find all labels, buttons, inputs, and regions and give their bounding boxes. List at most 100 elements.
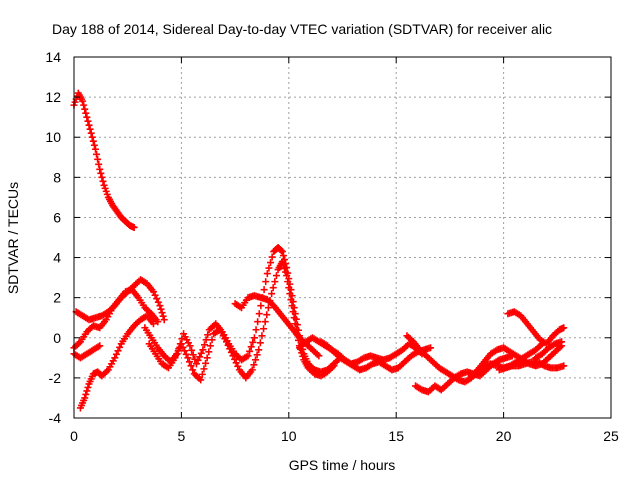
data-point	[286, 290, 294, 298]
y-axis-label: SDTVAR / TECUs	[5, 182, 21, 294]
x-tick-label: 25	[603, 428, 619, 444]
data-point	[281, 265, 289, 273]
y-tick-label: 10	[45, 129, 61, 145]
data-point	[116, 343, 124, 351]
data-point	[315, 352, 323, 360]
series-track-16	[532, 338, 566, 362]
data-point	[85, 121, 93, 129]
data-point	[191, 355, 199, 363]
data-point	[114, 347, 122, 355]
data-point	[184, 354, 192, 362]
series-track-7	[145, 258, 338, 384]
data-point	[200, 341, 208, 349]
data-point	[283, 272, 291, 280]
data-point	[232, 359, 240, 367]
data-point	[99, 177, 107, 185]
data-point	[157, 305, 165, 313]
data-point	[253, 351, 261, 359]
data-point	[265, 264, 273, 272]
data-point	[189, 366, 197, 374]
data-point	[174, 347, 182, 355]
series-track-10	[317, 338, 435, 374]
data-point	[268, 253, 276, 261]
data-point	[262, 278, 270, 286]
data-point	[86, 125, 94, 133]
data-point	[202, 359, 210, 367]
data-point	[249, 338, 257, 346]
data-point	[200, 365, 208, 373]
data-point	[248, 366, 256, 374]
series-track-6	[141, 244, 344, 376]
data-point	[282, 268, 290, 276]
axis-ticks: 0 5 10 15 20 25 -4 -2 0 2 4 6 8 10 12 14	[45, 49, 619, 444]
data-point	[194, 356, 202, 364]
data-point	[247, 343, 255, 351]
data-point	[299, 352, 307, 360]
data-point	[250, 334, 258, 342]
data-point	[279, 261, 287, 269]
data-point	[81, 394, 89, 402]
data-point	[234, 362, 242, 370]
data-point	[197, 376, 205, 384]
data-point	[254, 318, 262, 326]
data-point	[84, 383, 92, 391]
data-point	[287, 296, 295, 304]
y-tick-label: 4	[53, 250, 61, 266]
data-point	[257, 302, 265, 310]
data-point	[91, 145, 99, 153]
data-point	[97, 169, 105, 177]
data-point	[260, 286, 268, 294]
data-point	[229, 352, 237, 360]
data-point	[188, 346, 196, 354]
chart-title: Day 188 of 2014, Sidereal Day-to-day VTE…	[52, 21, 552, 37]
data-point	[80, 101, 88, 109]
data-point	[288, 302, 296, 310]
data-point	[284, 278, 292, 286]
x-tick-label: 10	[281, 428, 297, 444]
series-track-8	[231, 292, 323, 360]
data-point	[263, 270, 271, 278]
data-point	[94, 155, 102, 163]
series-track-14	[504, 308, 568, 348]
data-point	[181, 347, 189, 355]
data-point	[290, 314, 298, 322]
data-point	[227, 348, 235, 356]
data-point	[90, 141, 98, 149]
data-point	[177, 340, 185, 348]
data-point	[83, 387, 91, 395]
data-point	[187, 362, 195, 370]
data-point	[255, 310, 263, 318]
data-point	[79, 97, 87, 105]
data-point	[189, 351, 197, 359]
data-point	[171, 354, 179, 362]
data-point	[289, 308, 297, 316]
data-point	[88, 133, 96, 141]
data-point	[185, 358, 193, 366]
data-point	[182, 350, 190, 358]
data-point	[96, 165, 104, 173]
data-point	[156, 302, 164, 310]
data-point	[223, 338, 231, 346]
data-point	[153, 295, 161, 303]
series-track-3	[70, 286, 162, 352]
data-point	[149, 320, 157, 328]
data-point	[263, 311, 271, 319]
data-point	[197, 349, 205, 357]
data-point	[98, 173, 106, 181]
data-point	[250, 361, 258, 369]
data-point	[149, 288, 157, 296]
data-point	[252, 356, 260, 364]
data-point	[231, 355, 239, 363]
data-point	[130, 223, 138, 231]
y-tick-label: 14	[45, 49, 61, 65]
data-point	[255, 346, 263, 354]
y-tick-label: 2	[53, 290, 61, 306]
data-point	[261, 318, 269, 326]
data-point	[285, 284, 293, 292]
data-point	[82, 109, 90, 117]
data-point	[198, 370, 206, 378]
y-tick-label: 0	[53, 330, 61, 346]
series-track-5	[70, 342, 104, 362]
data-point	[159, 312, 167, 320]
